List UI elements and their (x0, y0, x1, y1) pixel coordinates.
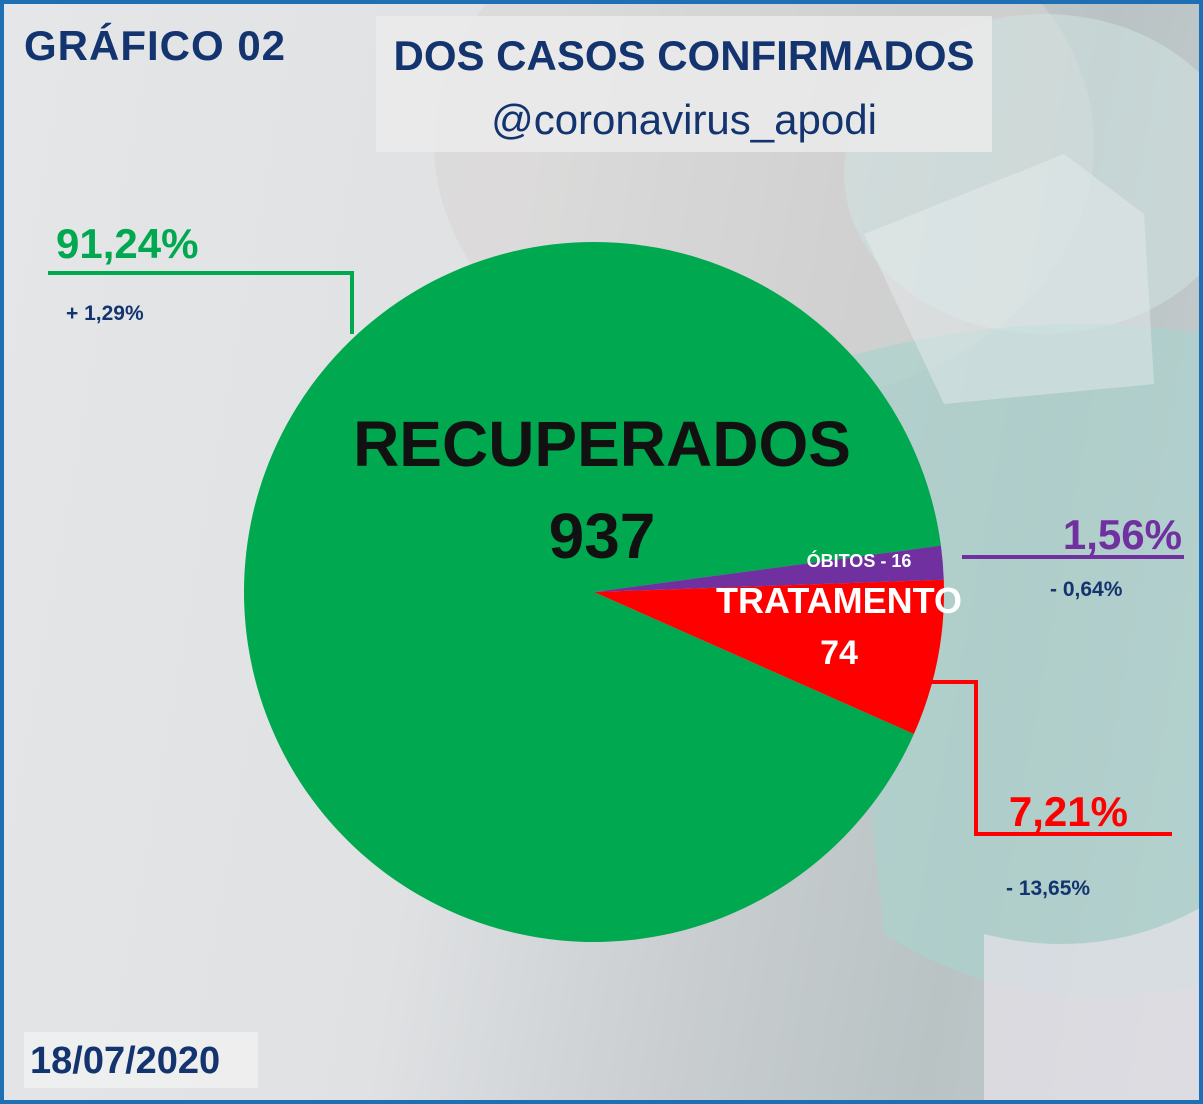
slice-value-tratamento: 74 (820, 634, 858, 672)
title-box: DOS CASOS CONFIRMADOS @coronavirus_apodi (376, 16, 992, 152)
percent-label-obitos: 1,56% (1063, 511, 1182, 558)
pie-slice-recuperados (243, 242, 941, 943)
slice-label-obitos: ÓBITOS - 16 (807, 550, 912, 571)
social-handle: @coronavirus_apodi (491, 96, 877, 143)
leader-line-recuperados (48, 271, 354, 334)
chart-number-label: GRÁFICO 02 (24, 22, 287, 69)
pie-chart: 91,24% + 1,29% 1,56% - 0,64% 7,21% - 13,… (48, 220, 1184, 943)
change-label-tratamento: - 13,65% (1006, 877, 1090, 900)
change-label-recuperados: + 1,29% (66, 302, 144, 325)
pie-slice-obitos (594, 545, 944, 592)
report-date: 18/07/2020 (30, 1040, 221, 1082)
chart-title: DOS CASOS CONFIRMADOS (393, 32, 975, 79)
slice-title-recuperados: RECUPERADOS (353, 408, 851, 480)
percent-label-recuperados: 91,24% (56, 220, 198, 267)
pie-slice-tratamento (594, 579, 944, 734)
percent-label-tratamento: 7,21% (1009, 788, 1128, 835)
slice-value-recuperados: 937 (549, 500, 656, 572)
leader-line-tratamento (924, 680, 1172, 836)
change-label-obitos: - 0,64% (1050, 578, 1123, 601)
safety-goggles (864, 154, 1154, 404)
gown (984, 908, 1199, 1100)
slice-title-tratamento: TRATAMENTO (716, 580, 962, 621)
date-box: 18/07/2020 (24, 1032, 258, 1088)
